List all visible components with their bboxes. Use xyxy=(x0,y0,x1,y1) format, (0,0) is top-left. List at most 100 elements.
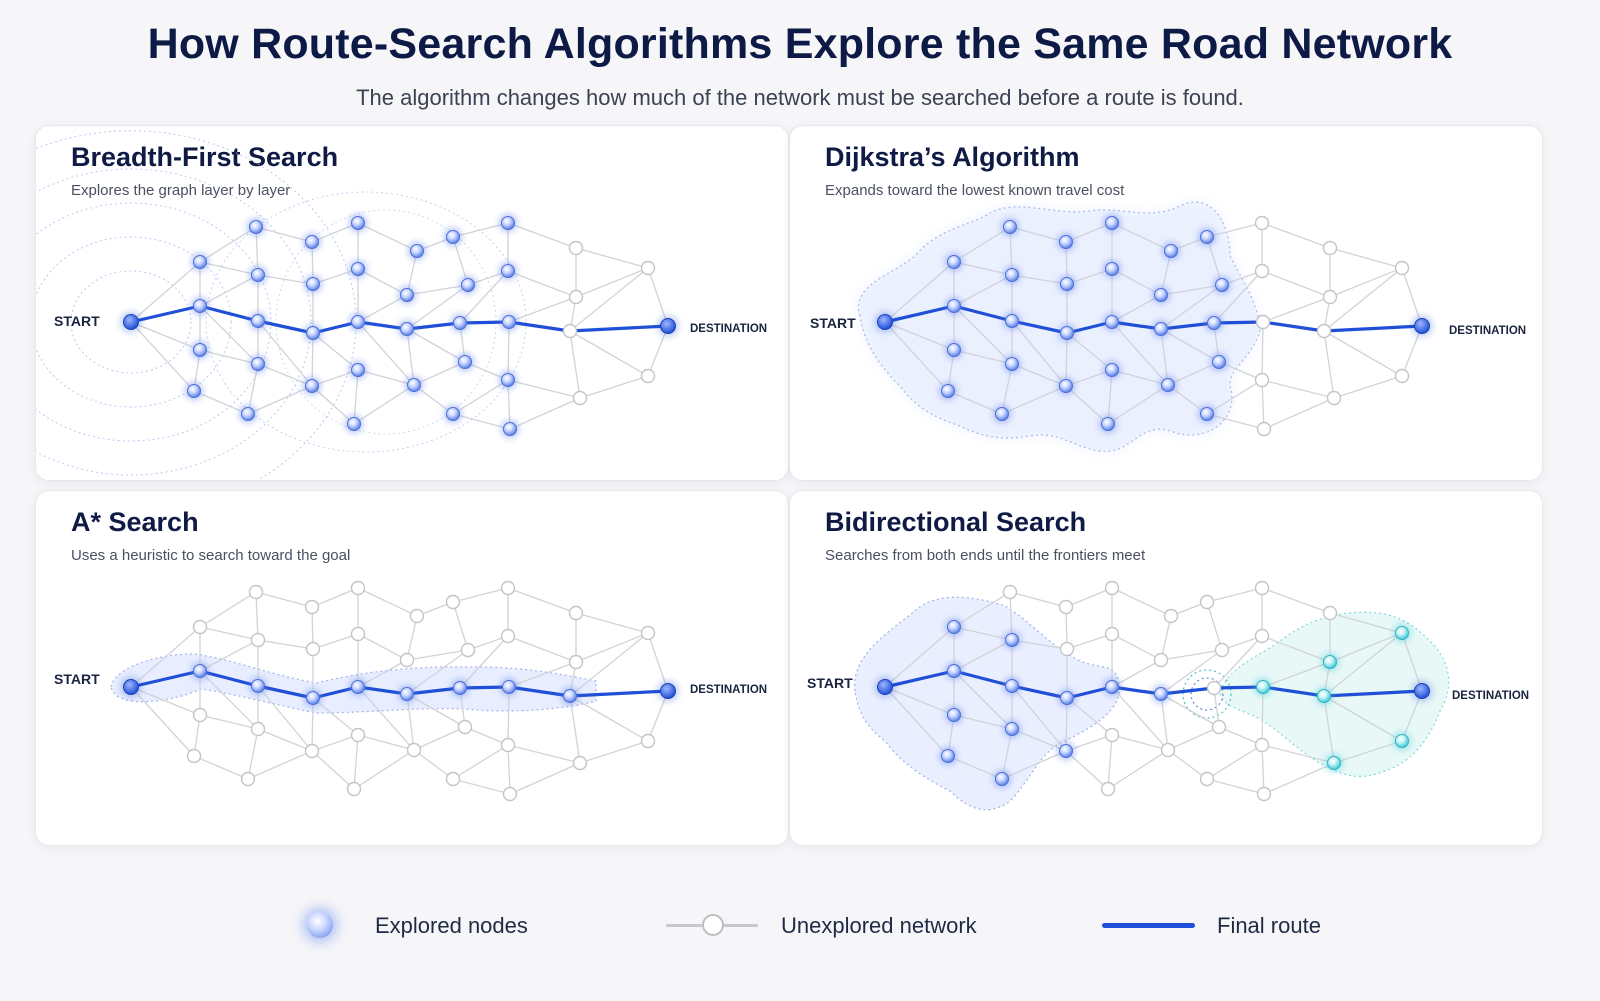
road-edge xyxy=(1167,726,1220,751)
road-edge xyxy=(1111,659,1162,688)
destination-node xyxy=(1414,683,1430,699)
unexplored-node xyxy=(1326,390,1342,406)
explored-node xyxy=(251,357,265,371)
explored-node xyxy=(306,691,320,705)
graph-bidirectional: START DESTINATION xyxy=(807,580,1529,811)
road-edge xyxy=(569,330,581,399)
road-edge xyxy=(884,686,949,757)
destination-label: DESTINATION xyxy=(690,323,767,335)
explored-node xyxy=(1005,357,1019,371)
road-edge xyxy=(1011,639,1068,650)
road-edge xyxy=(884,686,955,716)
graph-bfs: START DESTINATION xyxy=(36,130,767,480)
road-edge xyxy=(1323,330,1403,377)
panel-description: Searches from both ends until the fronti… xyxy=(825,547,1146,564)
road-edge xyxy=(199,274,259,307)
explored-node xyxy=(446,230,460,244)
road-edge xyxy=(1261,744,1265,795)
graph-dijkstra: START DESTINATION xyxy=(810,201,1526,453)
road-edge xyxy=(311,734,359,752)
road-edge xyxy=(1107,749,1169,790)
road-edge xyxy=(569,267,649,332)
start-label: START xyxy=(807,675,853,691)
explored-node xyxy=(1164,244,1178,258)
unexplored-node xyxy=(1256,786,1272,802)
explored-node xyxy=(947,620,961,634)
explored-node xyxy=(1105,680,1119,694)
explored-node xyxy=(1200,407,1214,421)
explored-node xyxy=(563,689,577,703)
destination-label: DESTINATION xyxy=(1452,690,1529,702)
road-edge xyxy=(1011,685,1067,752)
road-edge xyxy=(1261,321,1264,381)
start-node xyxy=(877,314,893,330)
unexplored-node xyxy=(250,721,266,737)
page-title: How Route-Search Algorithms Explore the … xyxy=(147,20,1453,68)
explored-node xyxy=(193,299,207,313)
explored-node xyxy=(306,277,320,291)
explored-node xyxy=(458,355,472,369)
road-edge xyxy=(1263,397,1335,430)
explored-node xyxy=(453,316,467,330)
road-edge xyxy=(1323,267,1403,332)
road-edge xyxy=(953,626,1013,641)
unexplored-node xyxy=(1163,608,1179,624)
explored-node xyxy=(1200,230,1214,244)
explored-node-icon xyxy=(307,912,333,938)
unexplored-node xyxy=(1104,626,1120,642)
road-edge xyxy=(1066,332,1113,371)
road-edge xyxy=(1323,330,1335,399)
road-edge xyxy=(1066,633,1113,650)
road-edge xyxy=(311,385,355,425)
destination-node xyxy=(1414,318,1430,334)
road-edge xyxy=(406,649,469,661)
unexplored-node xyxy=(186,748,202,764)
meeting-ring xyxy=(1182,669,1232,719)
road-edge xyxy=(452,587,509,603)
road-edge xyxy=(413,749,454,780)
start-label: START xyxy=(54,671,100,687)
legend-explored-label: Explored nodes xyxy=(375,913,528,938)
panel-description: Uses a heuristic to search toward the go… xyxy=(71,547,351,564)
explored-node xyxy=(351,315,365,329)
road-edge xyxy=(406,649,469,695)
road-edge xyxy=(357,686,415,751)
explored-node xyxy=(193,343,207,357)
explored-node xyxy=(1154,322,1168,336)
unexplored-node xyxy=(346,781,362,797)
road-edge xyxy=(257,274,314,285)
road-edge xyxy=(452,778,511,795)
explored-node xyxy=(1005,268,1019,282)
explored-node xyxy=(1215,278,1229,292)
unexplored-node xyxy=(1211,719,1227,735)
road-edge xyxy=(569,330,649,377)
road-edge xyxy=(1111,633,1162,661)
road-edge xyxy=(357,659,408,688)
unexplored-node xyxy=(1256,421,1272,437)
road-edge xyxy=(1011,728,1067,752)
bfs-layer-ring xyxy=(70,270,192,374)
road-edge xyxy=(199,226,257,263)
road-edge xyxy=(569,695,581,764)
unexplored-node xyxy=(500,628,516,644)
road-edge xyxy=(353,369,359,425)
explored-node xyxy=(305,379,319,393)
unexplored-node xyxy=(305,641,321,657)
road-edge xyxy=(357,633,408,661)
road-edge xyxy=(1213,635,1263,689)
road-edge xyxy=(1167,361,1220,386)
panel-description: Expands toward the lowest known travel c… xyxy=(825,182,1125,199)
road-edge xyxy=(193,755,249,780)
explored-node xyxy=(1161,378,1175,392)
unexplored-node xyxy=(409,608,425,624)
road-edge xyxy=(953,349,1013,365)
explored-node xyxy=(305,235,319,249)
road-edge xyxy=(1218,726,1263,746)
explored-node xyxy=(1105,315,1119,329)
road-edge xyxy=(199,591,257,628)
legend-route-label: Final route xyxy=(1217,913,1321,938)
road-edge xyxy=(1009,591,1067,608)
road-edge xyxy=(1333,375,1403,399)
road-edge xyxy=(1111,369,1169,386)
explored-node xyxy=(241,407,255,421)
